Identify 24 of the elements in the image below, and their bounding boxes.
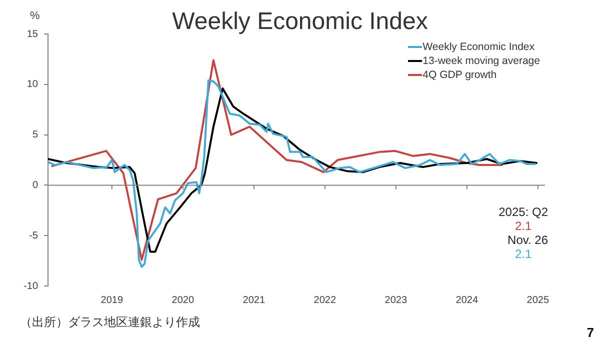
annotation: 2.1 bbox=[514, 247, 533, 261]
y-tick-label: 5 bbox=[32, 130, 38, 141]
x-tick-label: 2019 bbox=[100, 294, 124, 306]
x-tick-label: 2022 bbox=[314, 294, 336, 306]
y-tick-label: -5 bbox=[29, 230, 38, 242]
x-tick-label: 2021 bbox=[242, 294, 266, 306]
x-tick-label: 2025 bbox=[526, 294, 550, 306]
y-tick-label: -10 bbox=[24, 280, 38, 292]
text: 7 bbox=[586, 325, 594, 340]
x-tick-label: 2024 bbox=[456, 294, 478, 306]
x-tick-label: 2020 bbox=[172, 294, 194, 306]
annotation: 2025: Q2 bbox=[498, 205, 548, 219]
y-tick-label: 10 bbox=[26, 79, 38, 90]
y-tick-label: 15 bbox=[26, 28, 38, 40]
legend-label: Weekly Economic Index bbox=[422, 40, 535, 54]
legend-label: 4Q GDP growth bbox=[422, 68, 497, 82]
legend-label: 13-week moving average bbox=[422, 54, 540, 68]
annotation: Nov. 26 bbox=[506, 233, 548, 247]
text: （出所）ダラス地区連銀より作成 bbox=[20, 314, 200, 331]
chart-title: Weekly Economic Index bbox=[172, 8, 428, 35]
y-tick-label: 0 bbox=[32, 180, 38, 191]
x-tick-label: 2023 bbox=[384, 294, 408, 306]
annotation: 2.1 bbox=[514, 219, 533, 233]
y-axis-title: % bbox=[30, 10, 40, 22]
